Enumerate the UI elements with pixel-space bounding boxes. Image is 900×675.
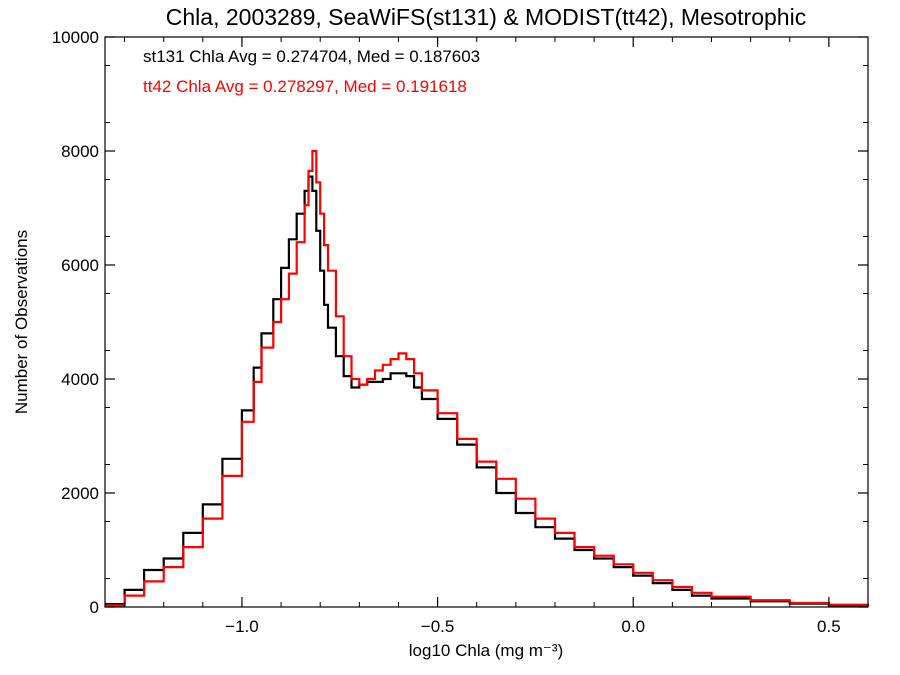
x-tick-label: 0.0 xyxy=(621,617,645,636)
y-tick-label: 8000 xyxy=(61,142,99,161)
x-axis-label: log10 Chla (mg m⁻³) xyxy=(409,641,563,660)
x-tick-label: 0.5 xyxy=(817,617,841,636)
y-tick-label: 10000 xyxy=(52,28,99,47)
chart-title: Chla, 2003289, SeaWiFS(st131) & MODIST(t… xyxy=(166,4,806,30)
y-tick-label: 0 xyxy=(90,598,99,617)
y-axis: 0 2000 4000 6000 8000 10000 xyxy=(52,28,868,617)
y-axis-label: Number of Observations xyxy=(12,230,31,414)
annotation-st131: st131 Chla Avg = 0.274704, Med = 0.18760… xyxy=(143,47,480,66)
x-axis: −1.0 −0.5 0.0 0.5 xyxy=(124,37,869,636)
series-line-tt42 xyxy=(105,149,870,607)
y-tick-label: 2000 xyxy=(61,484,99,503)
annotation-tt42: tt42 Chla Avg = 0.278297, Med = 0.191618 xyxy=(143,77,467,96)
x-tick-label: −1.0 xyxy=(225,617,259,636)
x-tick-label: −0.5 xyxy=(421,617,455,636)
series-line-st131 xyxy=(105,175,870,607)
y-tick-label: 4000 xyxy=(61,370,99,389)
y-tick-label: 6000 xyxy=(61,256,99,275)
plot-frame xyxy=(104,36,869,608)
plot-area xyxy=(105,149,870,607)
